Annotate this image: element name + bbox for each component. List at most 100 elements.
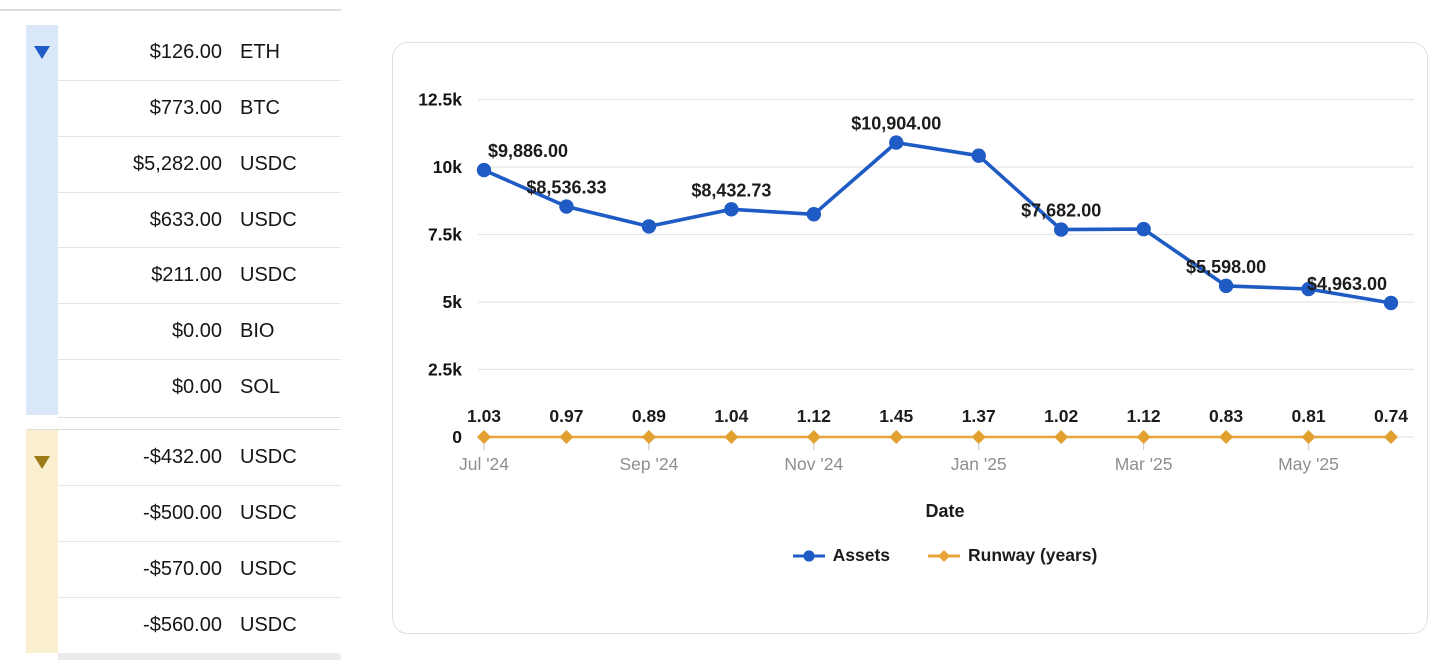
assets-point[interactable] xyxy=(1053,222,1069,237)
assets-point[interactable] xyxy=(1218,278,1234,294)
runway-point[interactable] xyxy=(724,429,739,444)
assets-point[interactable] xyxy=(806,207,822,222)
assets-data-label: $8,536.33 xyxy=(526,178,606,198)
legend-line-diamond-icon xyxy=(928,549,961,562)
assets-collapse-triangle-icon[interactable] xyxy=(34,46,50,59)
assets-runway-chart: 0 2.5k 5k 7.5k 10k 12.5k Jul '24 Sep '24 Nov '24… xyxy=(418,90,1414,474)
x-tick-label: Mar '25 xyxy=(1115,454,1173,474)
assets-point[interactable] xyxy=(1136,221,1151,237)
assets-point[interactable] xyxy=(889,135,904,150)
assets-line xyxy=(482,140,1393,305)
table-row[interactable]: $126.00 ETH xyxy=(58,25,341,81)
amount-cell[interactable]: -$570.00 xyxy=(143,558,222,580)
currency-cell[interactable]: USDC xyxy=(240,558,297,580)
table-row[interactable]: -$560.00 USDC xyxy=(58,598,341,653)
runway-point[interactable] xyxy=(971,429,986,444)
section-divider xyxy=(58,417,341,418)
amount-cell[interactable]: $773.00 xyxy=(149,96,222,119)
expenses-collapse-triangle-icon[interactable] xyxy=(34,456,50,469)
amount-cell[interactable]: -$500.00 xyxy=(143,502,222,524)
runway-data-label: 0.97 xyxy=(549,406,583,426)
expenses-rows: -$432.00 USDC -$500.00 USDC -$570.00 USDC -$56… xyxy=(58,430,341,653)
amount-cell[interactable]: $0.00 xyxy=(171,320,222,343)
next-row-peek xyxy=(58,653,341,660)
currency-cell[interactable]: USDC xyxy=(240,152,297,175)
legend-line-circle-icon xyxy=(792,549,825,562)
runway-point[interactable] xyxy=(1219,429,1234,444)
table-row[interactable]: $633.00 USDC xyxy=(58,192,341,249)
currency-cell[interactable]: USDC xyxy=(240,264,297,287)
currency-cell[interactable]: SOL xyxy=(240,376,281,399)
amount-cell[interactable]: $5,282.00 xyxy=(133,152,222,175)
legend-label: Runway (years) xyxy=(968,545,1098,565)
legend-item-runway-years[interactable]: Runway (years) xyxy=(928,545,1097,566)
assets-point[interactable] xyxy=(971,148,986,163)
runway-data-label: 0.83 xyxy=(1209,406,1243,426)
runway-data-label: 0.74 xyxy=(1374,406,1408,426)
assets-data-label: $9,886.00 xyxy=(488,141,568,161)
assets-data-label: $8,432.73 xyxy=(691,180,771,200)
currency-cell[interactable]: USDC xyxy=(240,446,297,468)
assets-data-label: $7,682.00 xyxy=(1021,201,1101,221)
runway-point[interactable] xyxy=(1054,429,1069,444)
table-row[interactable]: -$500.00 USDC xyxy=(58,486,341,542)
currency-cell[interactable]: USDC xyxy=(240,614,297,636)
y-tick-label: 0 xyxy=(452,427,462,447)
runway-data-label: 0.89 xyxy=(632,406,666,426)
section-divider xyxy=(26,429,341,430)
x-axis-title: Date xyxy=(925,501,965,521)
runway-point[interactable] xyxy=(806,429,821,444)
runway-point[interactable] xyxy=(889,429,904,444)
table-row[interactable]: -$432.00 USDC xyxy=(58,430,341,486)
table-top-divider xyxy=(0,9,341,11)
assets-point[interactable] xyxy=(641,219,657,234)
assets-data-label: $5,598.00 xyxy=(1186,257,1266,277)
runway-data-label: 1.02 xyxy=(1044,406,1078,426)
assets-point[interactable] xyxy=(1301,281,1316,297)
amount-cell[interactable]: $633.00 xyxy=(149,208,222,231)
y-tick-label: 5k xyxy=(443,292,463,312)
runway-point[interactable] xyxy=(1301,429,1316,444)
chart-legend: Assets Runway (years) xyxy=(393,545,1427,566)
assets-data-label: $10,904.00 xyxy=(851,114,941,134)
runway-data-label: 1.12 xyxy=(797,406,831,426)
assets-rows: $126.00 ETH $773.00 BTC $5,282.00 USDC $633.00… xyxy=(58,25,341,416)
legend-item-assets[interactable]: Assets xyxy=(792,545,891,566)
runway-point[interactable] xyxy=(641,429,656,444)
runway-data-label: 1.03 xyxy=(467,406,501,426)
table-row[interactable]: $0.00 BIO xyxy=(58,304,341,361)
assets-point[interactable] xyxy=(559,199,574,214)
assets-runway-chart-card: 0 2.5k 5k 7.5k 10k 12.5k Jul '24 Sep '24 Nov '24… xyxy=(392,42,1428,634)
x-tick-label: May '25 xyxy=(1278,454,1339,474)
runway-data-label: 1.04 xyxy=(714,406,748,426)
y-tick-label: 7.5k xyxy=(428,225,462,245)
assets-point[interactable] xyxy=(724,202,739,217)
assets-point[interactable] xyxy=(476,162,492,178)
table-row[interactable]: $773.00 BTC xyxy=(58,80,341,137)
table-row[interactable]: $211.00 USDC xyxy=(58,248,341,305)
assets-section-stripe xyxy=(26,25,58,415)
table-row[interactable]: $5,282.00 USDC xyxy=(58,136,341,193)
runway-point[interactable] xyxy=(559,429,574,444)
currency-cell[interactable]: USDC xyxy=(240,502,297,524)
amount-cell[interactable]: -$560.00 xyxy=(143,614,222,636)
assets-data-label: $4,963.00 xyxy=(1307,274,1387,294)
currency-cell[interactable]: BTC xyxy=(240,96,280,119)
runway-point[interactable] xyxy=(477,429,491,444)
legend-label: Assets xyxy=(832,545,891,565)
runway-data-label: 1.45 xyxy=(879,406,913,426)
amount-cell[interactable]: $0.00 xyxy=(171,376,222,399)
currency-cell[interactable]: ETH xyxy=(240,40,280,63)
currency-cell[interactable]: USDC xyxy=(240,208,297,231)
x-tick-label: Jul '24 xyxy=(459,454,509,474)
amount-cell[interactable]: -$432.00 xyxy=(143,446,222,468)
amount-cell[interactable]: $211.00 xyxy=(151,264,222,287)
y-tick-label: 12.5k xyxy=(418,90,462,110)
runway-point[interactable] xyxy=(1384,429,1398,444)
assets-point[interactable] xyxy=(1383,295,1399,311)
table-row[interactable]: $0.00 SOL xyxy=(58,360,341,416)
amount-cell[interactable]: $126.00 xyxy=(149,40,222,63)
table-row[interactable]: -$570.00 USDC xyxy=(58,542,341,598)
runway-point[interactable] xyxy=(1136,429,1151,444)
currency-cell[interactable]: BIO xyxy=(240,320,275,343)
